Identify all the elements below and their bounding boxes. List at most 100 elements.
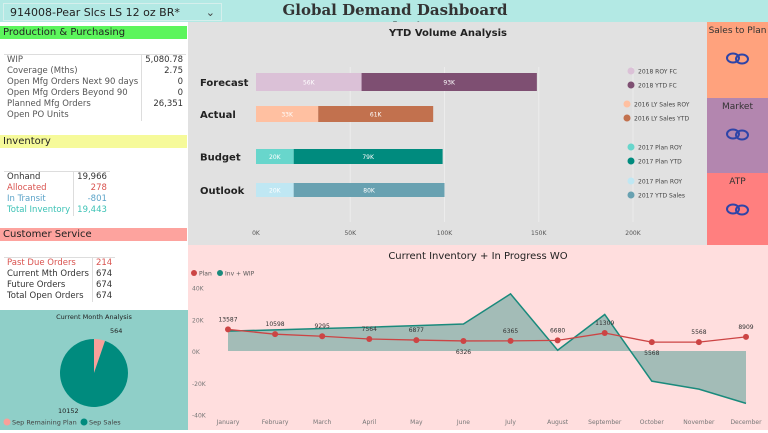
data-label: 6877 [409, 327, 424, 334]
table-row: WIP 5,080.78 [4, 54, 187, 66]
header-bar [0, 0, 768, 22]
data-label: 5568 [644, 350, 659, 357]
x-tick-label: July [504, 419, 516, 426]
table-row: Onhand 19,966 [4, 171, 110, 183]
pie-slice [94, 339, 106, 373]
x-tick-label: April [362, 419, 376, 426]
row-label: Open Mfg Orders Beyond 90 [7, 88, 128, 98]
x-tick-label: 100K [437, 230, 453, 237]
row-value [141, 110, 187, 121]
y-tick-label: 40K [192, 286, 205, 293]
tile-label: ATP [729, 177, 746, 187]
plan-point [554, 337, 561, 344]
category-label: Budget [200, 153, 241, 164]
bar-segment [293, 183, 445, 197]
row-value: -801 [73, 194, 110, 205]
production-header: Production & Purchasing [0, 26, 187, 39]
plan-line [227, 328, 747, 343]
legend-label: 2017 Plan ROY [638, 145, 682, 152]
row-label: Future Orders [7, 280, 66, 290]
product-selector[interactable]: 914008-Pear Slcs LS 12 oz BR* ⌄ [3, 3, 222, 21]
category-label: Actual [200, 110, 236, 121]
y-tick-label: 20K [192, 317, 205, 324]
inv-wip-line [227, 292, 747, 405]
inv-wip-area [228, 293, 746, 404]
row-value: 674 [91, 280, 116, 291]
data-label: 20K [269, 154, 282, 161]
plan-point [601, 330, 608, 337]
customer-service-table: Past Due Orders 214 Current Mth Orders 674 F… [4, 257, 116, 302]
legend-label: Sep Sales [89, 419, 121, 427]
plan-point [319, 333, 326, 340]
table-row: Allocated 278 [4, 183, 110, 194]
chart-title: Current Inventory + In Progress WO [388, 251, 567, 262]
plan-point [460, 337, 467, 344]
data-label: 564 [110, 327, 122, 335]
row-label: Allocated [7, 183, 47, 193]
data-label: 56K [303, 80, 316, 87]
link-icon[interactable] [725, 126, 751, 142]
y-tick-label: -40K [192, 413, 207, 420]
x-tick-label: February [262, 419, 289, 426]
plan-point [272, 331, 279, 338]
row-value: 674 [91, 269, 116, 280]
link-icon[interactable] [725, 201, 751, 217]
data-label: 6680 [550, 327, 565, 334]
legend-label: 2017 YTD Sales [638, 193, 685, 200]
data-label: 80K [363, 188, 376, 195]
row-value: 2.75 [141, 66, 187, 77]
x-tick-label: November [683, 419, 715, 426]
row-label: Open PO Units [7, 110, 69, 120]
bar-segment [256, 183, 294, 197]
x-tick-label: 200K [625, 230, 641, 237]
data-label: 10152 [58, 407, 79, 415]
customer-service-header: Customer Service [0, 228, 187, 241]
link-icon[interactable] [725, 50, 751, 66]
tile-label: Market [722, 101, 753, 112]
legend-label: Sep Remaining Plan [12, 419, 77, 427]
x-tick-label: 150K [531, 230, 547, 237]
legend-marker [623, 100, 631, 108]
table-row: Open Mfg Orders Next 90 days 0 [4, 77, 187, 88]
row-label: In Transit [7, 194, 46, 204]
bar-segment [293, 149, 443, 164]
x-tick-label: January [216, 419, 240, 426]
row-label: Open Mfg Orders Next 90 days [7, 77, 139, 87]
plan-point [743, 333, 749, 340]
pie-slice [59, 339, 129, 407]
data-label: 93K [443, 80, 456, 87]
data-label: 7564 [362, 326, 377, 333]
tile-sales-to-plan[interactable]: Sales to Plan [707, 22, 768, 98]
row-value: 0 [141, 88, 187, 99]
selected-product: 914008-Pear Slcs LS 12 oz BR* [10, 6, 180, 19]
legend-label: 2018 ROY FC [638, 69, 677, 76]
category-label: Outlook [200, 186, 245, 197]
legend-marker [627, 81, 635, 89]
plan-point [648, 339, 655, 346]
data-label: 5568 [691, 329, 706, 336]
bar-segment [361, 73, 537, 91]
table-row: Past Due Orders 214 [4, 257, 116, 269]
row-label: Planned Mfg Orders [7, 99, 91, 109]
legend-marker [623, 114, 631, 122]
row-label: Current Mth Orders [7, 269, 89, 279]
row-label: Total Inventory [7, 205, 71, 215]
inventory-wo-panel: Current Inventory + In Progress WO 40K 20K… [188, 245, 768, 430]
data-label: 6365 [503, 328, 518, 335]
row-label: Onhand [7, 172, 41, 182]
table-row: Future Orders 674 [4, 280, 116, 291]
tile-atp[interactable]: ATP [707, 173, 768, 249]
x-tick-label: October [640, 419, 665, 426]
table-row: Open PO Units [4, 110, 187, 121]
data-label: 8909 [738, 324, 753, 331]
legend-marker [627, 67, 635, 75]
legend-marker [80, 418, 88, 426]
row-value: 214 [91, 257, 116, 269]
data-label: 13587 [218, 316, 237, 323]
x-tick-label: March [313, 419, 331, 426]
data-label: 9295 [315, 323, 330, 330]
tile-market[interactable]: Market [707, 97, 768, 173]
table-row: Coverage (Mths) 2.75 [4, 66, 187, 77]
data-label: 6326 [456, 349, 471, 356]
inventory-header: Inventory [0, 135, 187, 148]
